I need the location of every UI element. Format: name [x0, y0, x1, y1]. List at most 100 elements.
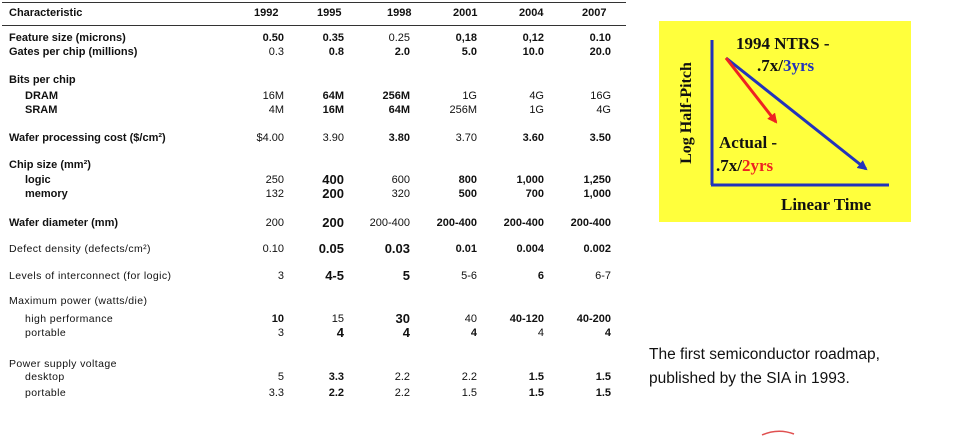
roadmap-trend-graphic: Log Half-Pitch 1994 NTRS - .7x/3yrs Actu…	[659, 21, 911, 222]
header-year: 2004	[519, 7, 544, 19]
caption-line-2: published by the SIA in 1993.	[649, 370, 850, 387]
table-cell: 40-120	[509, 313, 544, 325]
row-label: Power supply voltage	[9, 358, 117, 370]
row-label: Bits per chip	[9, 74, 76, 86]
actual-trend-arrow	[724, 57, 778, 124]
table-cell: 40	[464, 313, 477, 325]
y-axis-label: Log Half-Pitch	[678, 62, 695, 164]
caption-line-1: The first semiconductor roadmap,	[649, 346, 880, 363]
table-cell: 16G	[590, 90, 611, 102]
ntrs-trend-arrow	[725, 56, 868, 171]
table-cell: 132	[265, 188, 284, 200]
table-cell: 64M	[322, 90, 344, 102]
table-cell: 4-5	[325, 268, 344, 283]
table-cell: 0.3	[268, 46, 284, 58]
x-axis-label: Linear Time	[781, 195, 872, 214]
table-cell: 6-7	[595, 270, 611, 282]
actual-rate: .7x/2yrs	[716, 156, 773, 176]
table-cell: 40-200	[576, 313, 611, 325]
table-cell: 20.0	[589, 46, 611, 58]
table-cell: 2.2	[461, 371, 477, 383]
table-cell: 3.50	[589, 132, 611, 144]
table-cell: 3.3	[268, 387, 284, 399]
table-cell: 5	[402, 268, 410, 283]
table-cell: 1,000	[583, 188, 611, 200]
table-cell: 500	[458, 188, 477, 200]
table-cell: 3.80	[388, 132, 410, 144]
row-label: high performance	[25, 313, 114, 325]
row-label: Chip size (mm²)	[9, 159, 91, 171]
table-cell: 800	[458, 174, 477, 186]
ntrs-rate-prefix: .7x/	[757, 56, 783, 75]
header-year: 2007	[582, 7, 607, 19]
table-cell: 0.35	[322, 32, 344, 44]
header-year: 2001	[453, 7, 478, 19]
ntrs-rate: .7x/3yrs	[757, 56, 814, 76]
table-cell: 2.2	[328, 387, 344, 399]
row-label: Levels of interconnect (for logic)	[9, 270, 172, 282]
table-cell: 250	[265, 174, 284, 186]
table-cell: 1,000	[516, 174, 544, 186]
table-cell: 4	[402, 325, 410, 340]
ntrs-rate-period: 3yrs	[782, 56, 815, 75]
table-cell: 3.90	[322, 132, 344, 144]
row-label: Wafer diameter (mm)	[9, 217, 119, 229]
header-year: 1998	[387, 7, 412, 19]
table-cell: 3.70	[455, 132, 477, 144]
table-cell: 0.10	[262, 243, 284, 255]
ink-mark	[761, 430, 795, 436]
table-cell: 1.5	[461, 387, 477, 399]
table-cell: 200	[322, 215, 344, 230]
table-cell: 0.004	[516, 243, 544, 255]
table-cell: 15	[331, 313, 344, 325]
table-cell: 3.60	[522, 132, 544, 144]
row-label: Wafer processing cost ($/cm²)	[9, 132, 166, 144]
table-cell: 5-6	[461, 270, 477, 282]
actual-rate-period: 2yrs	[741, 156, 774, 175]
table-cell: 4	[336, 325, 344, 340]
row-label: memory	[25, 188, 68, 200]
table-cell: 0.03	[384, 241, 410, 256]
table-cell: 4G	[596, 104, 611, 116]
table-cell: 0.25	[388, 32, 410, 44]
table-cell: 30	[395, 311, 410, 326]
table-cell: 4	[604, 327, 611, 339]
table-cell: 64M	[388, 104, 410, 116]
row-label: Defect density (defects/cm²)	[9, 243, 151, 255]
table-cell: 0,18	[455, 32, 477, 44]
table-cell: 3	[277, 327, 284, 339]
table-cell: 200-400	[369, 217, 410, 229]
table-cell: 1.5	[528, 387, 544, 399]
table-cell: 2.0	[394, 46, 410, 58]
actual-rate-prefix: .7x/	[716, 156, 742, 175]
row-label: Gates per chip (millions)	[9, 46, 138, 58]
table-cell: 256M	[382, 90, 410, 102]
row-label: portable	[25, 327, 67, 339]
table-cell: $4.00	[256, 132, 284, 144]
caption: The first semiconductor roadmap, publish…	[649, 343, 880, 391]
table-cell: 0.8	[328, 46, 344, 58]
table-cell: 400	[322, 172, 344, 187]
table-cell: 1.5	[528, 371, 544, 383]
trend-plot: Log Half-Pitch	[678, 40, 889, 187]
table-cell: 320	[391, 188, 410, 200]
table-header-row: Characteristic 1992 1995 1998 2001 2004 …	[2, 2, 626, 26]
table-cell: 10.0	[522, 46, 544, 58]
row-label: Maximum power (watts/die)	[9, 295, 148, 307]
table-cell: 16M	[262, 90, 284, 102]
table-cell: 700	[525, 188, 544, 200]
table-cell: 0.10	[589, 32, 611, 44]
table-cell: 200	[322, 186, 344, 201]
table-cell: 1.5	[595, 387, 611, 399]
table-cell: 0,12	[522, 32, 544, 44]
table-cell: 0.01	[455, 243, 477, 255]
table-cell: 1,250	[583, 174, 611, 186]
roadmap-table: Characteristic 1992 1995 1998 2001 2004 …	[2, 2, 626, 399]
table-cell: 200-400	[503, 217, 544, 229]
row-label: desktop	[25, 371, 65, 383]
table-cell: 4	[470, 327, 477, 339]
table-cell: 6	[537, 270, 544, 282]
table-cell: 600	[391, 174, 410, 186]
table-cell: 0.50	[262, 32, 284, 44]
header-year: 1992	[254, 7, 279, 19]
